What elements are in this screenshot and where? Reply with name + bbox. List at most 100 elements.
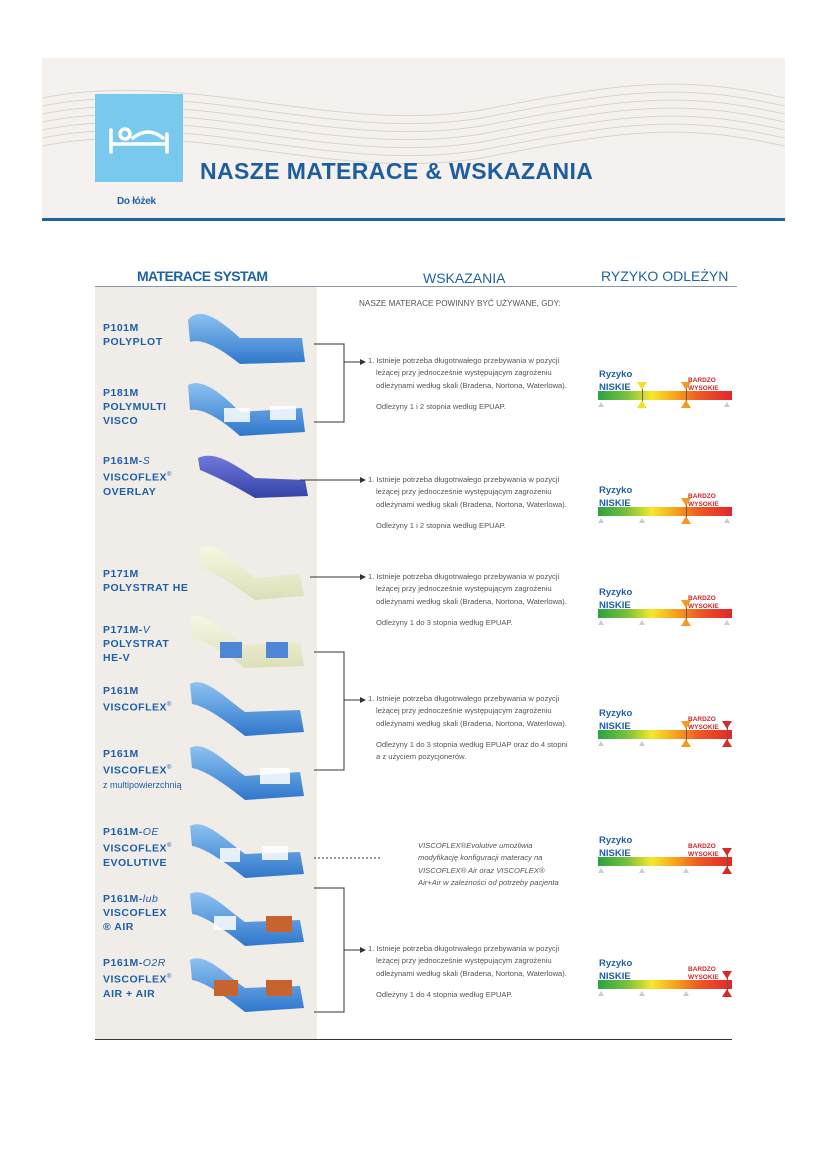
risk-gradient-bar <box>598 980 732 989</box>
mattress-viscoflex-air-air <box>190 958 304 1012</box>
risk-tick <box>639 741 646 746</box>
indication-5: 1. Istnieje potrzeba długotrwałego przeb… <box>368 944 567 999</box>
risk-low-label: Ryzyko NISKIE <box>599 958 633 982</box>
risk-marker <box>681 600 692 608</box>
risk-tick <box>597 620 604 625</box>
mattress-viscoflex-multi <box>190 746 304 800</box>
risk-marker-stem <box>686 604 688 624</box>
mattress-viscoflex-evolutive <box>190 824 304 878</box>
risk-tick <box>639 620 646 625</box>
product-p181m: P181M POLYMULTI VISCO <box>103 387 167 427</box>
risk-marker-stem <box>726 725 728 745</box>
risk-tick <box>639 991 646 996</box>
product-p161m-multi: P161M VISCOFLEX® z multipowierzchnią <box>103 748 182 790</box>
product-p161m: P161M VISCOFLEX® <box>103 685 172 714</box>
mattress-polystrat-he <box>200 546 304 600</box>
risk-low-label: Ryzyko NISKIE <box>599 587 633 611</box>
indication-4: 1. Istnieje potrzeba długotrwałego przeb… <box>368 694 568 762</box>
risk-tick <box>723 518 730 523</box>
risk-low-label: Ryzyko NISKIE <box>599 835 633 859</box>
risk-marker <box>721 739 732 747</box>
mattress-polymulti <box>188 383 305 436</box>
indication-1: 1. Istnieje potrzeba długotrwałego przeb… <box>368 356 567 411</box>
mattress-viscoflex-overlay <box>198 455 308 498</box>
risk-marker <box>721 848 732 856</box>
risk-marker <box>681 382 692 390</box>
risk-marker <box>681 400 692 408</box>
risk-gradient-bar <box>598 391 732 400</box>
risk-tick <box>597 741 604 746</box>
product-p101m: P101M POLYPLOT <box>103 322 163 348</box>
product-p171m-v: P171M-V POLYSTRAT HE-V <box>103 624 170 664</box>
risk-high-label: BARDZO WYSOKIE <box>688 843 719 858</box>
product-p171m: P171M POLYSTRAT HE <box>103 568 189 594</box>
risk-gradient-bar <box>598 730 732 739</box>
risk-marker <box>637 400 648 408</box>
risk-marker <box>681 498 692 506</box>
bed-icon <box>95 94 183 182</box>
risk-marker <box>721 989 732 997</box>
column-indications-heading: WSKAZANIA <box>423 270 506 286</box>
table-bottom-rule <box>95 1039 732 1040</box>
risk-low-label: Ryzyko NISKIE <box>599 485 633 509</box>
mattress-polystrat-hev <box>190 616 304 668</box>
risk-tick <box>597 991 604 996</box>
header-divider <box>42 218 785 221</box>
column-products-heading: MATERACE SYSTAM <box>137 268 268 284</box>
product-p161m-o2r: P161M-O2R VISCOFLEX® AIR + AIR <box>103 957 172 1000</box>
risk-scale: Ryzyko NISKIE BARDZO WYSOKIE <box>597 368 734 428</box>
mattress-viscoflex-air <box>190 892 304 946</box>
risk-marker-stem <box>686 502 688 522</box>
risk-tick <box>639 518 646 523</box>
risk-marker-stem <box>642 386 644 406</box>
risk-marker <box>681 618 692 626</box>
risk-gradient-bar <box>598 857 732 866</box>
risk-high-label: BARDZO WYSOKIE <box>688 716 719 731</box>
risk-tick <box>597 402 604 407</box>
risk-gradient-bar <box>598 507 732 516</box>
risk-high-label: BARDZO WYSOKIE <box>688 493 719 508</box>
risk-high-label: BARDZO WYSOKIE <box>688 966 719 981</box>
column-risk-heading: RYZYKO ODLEŻYN <box>601 268 729 284</box>
heading-divider <box>95 286 737 287</box>
product-p161m-air: P161M-lub VISCOFLEX ® AIR <box>103 893 168 933</box>
risk-scale: Ryzyko NISKIE BARDZO WYSOKIE <box>597 957 734 1017</box>
risk-marker <box>721 721 732 729</box>
risk-marker <box>721 971 732 979</box>
indication-2: 1. Istnieje potrzeba długotrwałego przeb… <box>368 475 567 530</box>
mattress-images <box>188 313 308 1012</box>
risk-marker <box>637 382 648 390</box>
mattress-polyplot <box>188 313 305 364</box>
risk-marker-stem <box>686 725 688 745</box>
risk-low-label: Ryzyko NISKIE <box>599 708 633 732</box>
risk-scale: Ryzyko NISKIE BARDZO WYSOKIE <box>597 484 734 544</box>
risk-marker <box>681 516 692 524</box>
risk-marker <box>681 721 692 729</box>
risk-scale: Ryzyko NISKIE BARDZO WYSOKIE <box>597 834 734 894</box>
risk-tick <box>597 518 604 523</box>
risk-tick <box>723 620 730 625</box>
page-title: NASZE MATERACE & WSKAZANIA <box>200 158 594 184</box>
indications-intro: NASZE MATERACE POWINNY BYĆ UŻYWANE, GDY: <box>359 299 561 308</box>
risk-tick <box>723 402 730 407</box>
risk-low-label: Ryzyko NISKIE <box>599 369 633 393</box>
risk-tick <box>639 868 646 873</box>
product-p161m-oe: P161M-OE VISCOFLEX® EVOLUTIVE <box>103 826 172 869</box>
risk-scale: Ryzyko NISKIE BARDZO WYSOKIE <box>597 586 734 646</box>
category-label: Do łóżek <box>117 196 156 207</box>
risk-tick <box>683 991 690 996</box>
risk-marker <box>681 739 692 747</box>
risk-tick <box>597 868 604 873</box>
risk-marker-stem <box>726 852 728 872</box>
product-p161m-s: P161M-S VISCOFLEX® OVERLAY <box>103 455 172 498</box>
risk-marker-stem <box>686 386 688 406</box>
risk-tick <box>683 868 690 873</box>
mattress-viscoflex <box>190 682 304 736</box>
risk-marker <box>721 866 732 874</box>
evolutive-note: VISCOFLEX®Evolutive umożliwia modyfikacj… <box>418 841 559 887</box>
risk-high-label: BARDZO WYSOKIE <box>688 595 719 610</box>
risk-gradient-bar <box>598 609 732 618</box>
risk-scale: Ryzyko NISKIE BARDZO WYSOKIE <box>597 707 734 767</box>
risk-high-label: BARDZO WYSOKIE <box>688 377 719 392</box>
risk-marker-stem <box>726 975 728 995</box>
